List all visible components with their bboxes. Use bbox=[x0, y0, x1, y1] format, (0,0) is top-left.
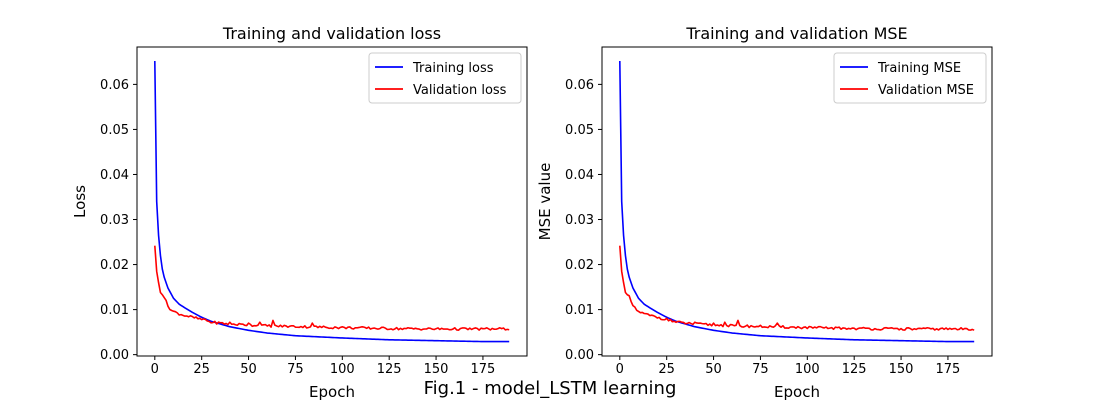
y-tick-label: 0.02 bbox=[565, 258, 594, 273]
legend: Training loss Validation loss bbox=[368, 52, 522, 104]
series-line-validation bbox=[154, 245, 510, 331]
chart-title: Training and validation loss bbox=[222, 24, 441, 43]
series-line-validation bbox=[619, 245, 975, 331]
plot-frame bbox=[136, 46, 528, 357]
subplot-2: Training and validation MSE 0 25 50 75 100 125… bbox=[536, 24, 993, 400]
x-tick-label: 125 bbox=[377, 362, 402, 377]
subplot-1: Training and validation loss 0 25 50 75 100 12… bbox=[71, 24, 528, 400]
y-tick-label: 0.01 bbox=[565, 303, 594, 318]
x-tick-label: 0 bbox=[616, 362, 624, 377]
y-tick-label: 0.06 bbox=[565, 78, 594, 93]
y-tick-label: 0.04 bbox=[100, 168, 129, 183]
x-axis-label: Epoch bbox=[309, 383, 355, 400]
x-tick-label: 100 bbox=[795, 362, 820, 377]
y-tick-label: 0.04 bbox=[565, 168, 594, 183]
y-tick-label: 0.00 bbox=[100, 348, 129, 363]
y-tick-label: 0.03 bbox=[565, 213, 594, 228]
y-tick-label: 0.05 bbox=[565, 123, 594, 138]
plot-frame bbox=[601, 46, 993, 357]
x-tick-label: 75 bbox=[752, 362, 769, 377]
legend-box bbox=[833, 52, 987, 104]
y-tick-label: 0.01 bbox=[100, 303, 129, 318]
y-tick-label: 0.05 bbox=[100, 123, 129, 138]
legend: Training MSE Validation MSE bbox=[833, 52, 987, 104]
y-tick-label: 0.06 bbox=[100, 78, 129, 93]
legend-label-validation: Validation loss bbox=[413, 83, 507, 98]
x-tick-label: 50 bbox=[240, 362, 257, 377]
y-tick-label: 0.00 bbox=[565, 348, 594, 363]
y-axis-label: MSE value bbox=[536, 163, 554, 241]
y-tick-label: 0.02 bbox=[100, 258, 129, 273]
x-tick-label: 50 bbox=[705, 362, 722, 377]
x-tick-label: 150 bbox=[889, 362, 914, 377]
x-tick-label: 75 bbox=[287, 362, 304, 377]
x-tick-label: 100 bbox=[330, 362, 355, 377]
figure-suptitle: Fig.1 - model_LSTM learning bbox=[424, 378, 677, 399]
legend-label-training: Training MSE bbox=[877, 61, 961, 76]
legend-label-validation: Validation MSE bbox=[878, 83, 974, 98]
legend-label-training: Training loss bbox=[412, 61, 494, 76]
x-tick-label: 25 bbox=[193, 362, 210, 377]
y-tick-label: 0.03 bbox=[100, 213, 129, 228]
x-tick-label: 150 bbox=[424, 362, 449, 377]
x-tick-label: 175 bbox=[471, 362, 496, 377]
legend-box bbox=[368, 52, 522, 104]
x-tick-label: 175 bbox=[936, 362, 961, 377]
chart-title: Training and validation MSE bbox=[685, 24, 907, 43]
x-tick-label: 125 bbox=[842, 362, 867, 377]
x-tick-label: 0 bbox=[151, 362, 159, 377]
x-tick-label: 25 bbox=[658, 362, 675, 377]
subplots: Training and validation loss 0 25 50 75 100 12… bbox=[71, 24, 993, 400]
x-axis-label: Epoch bbox=[774, 383, 820, 400]
y-axis-label: Loss bbox=[71, 185, 89, 218]
